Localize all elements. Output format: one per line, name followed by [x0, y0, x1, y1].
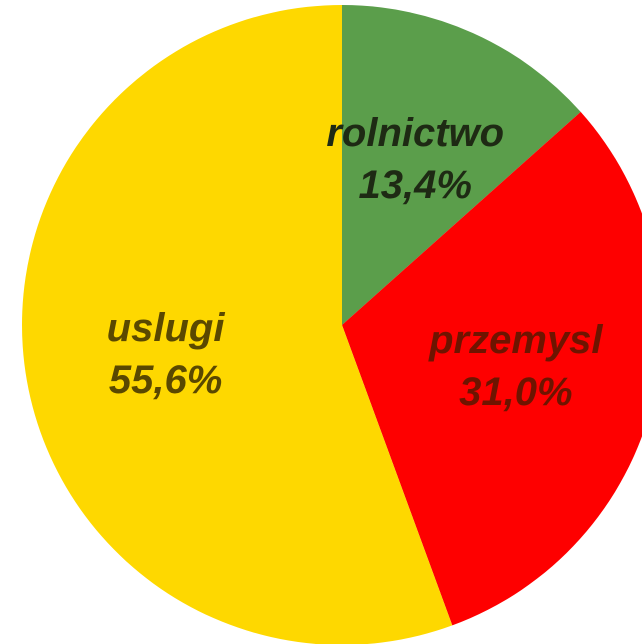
slice-category-label: przemysl — [428, 318, 603, 362]
pie-slice — [342, 5, 581, 325]
slice-value-label: 31,0% — [459, 370, 572, 414]
slice-value-label: 55,6% — [109, 358, 222, 402]
pie-slice — [342, 111, 642, 626]
slice-category-label: uslugi — [107, 306, 226, 350]
slice-value-label: 13,4% — [359, 163, 472, 207]
slice-category-label: rolnictwo — [326, 111, 504, 155]
pie-slice — [22, 5, 453, 644]
